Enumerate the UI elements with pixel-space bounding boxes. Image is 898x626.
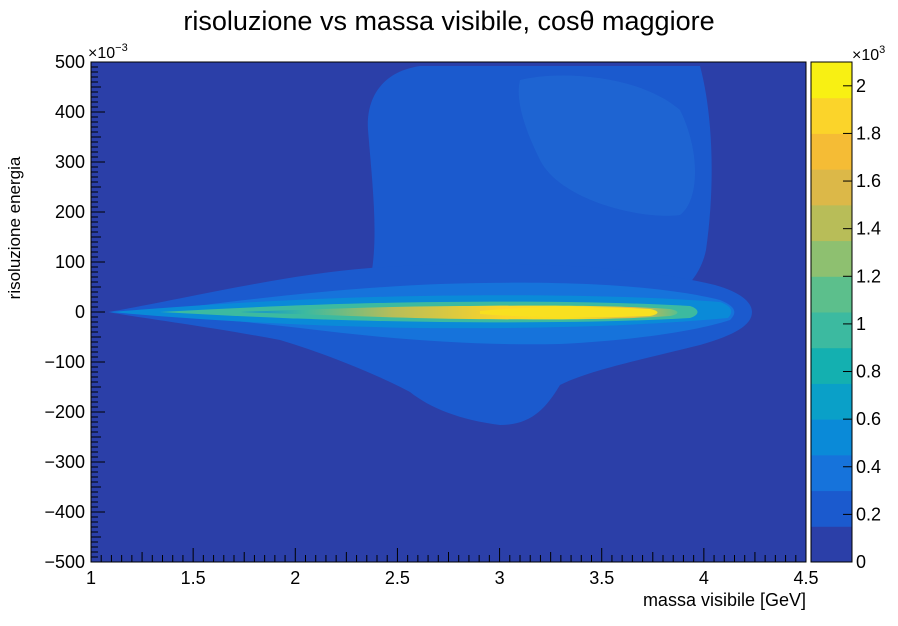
z-tick-label: 1.8 bbox=[856, 123, 881, 143]
color-scale-band bbox=[811, 312, 852, 349]
z-tick-label: 0 bbox=[856, 552, 866, 572]
y-tick-label: −300 bbox=[44, 452, 85, 472]
y-tick-label: 500 bbox=[55, 52, 85, 72]
z-axis-exponent: ×103 bbox=[852, 44, 885, 64]
y-tick-label: 100 bbox=[55, 252, 85, 272]
z-tick-label: 1.6 bbox=[856, 171, 881, 191]
color-scale-bar bbox=[810, 61, 853, 563]
z-tick-label: 0.2 bbox=[856, 504, 881, 524]
y-tick-label: −100 bbox=[44, 352, 85, 372]
y-tick-label: −400 bbox=[44, 502, 85, 522]
heatmap-layer bbox=[108, 66, 752, 425]
color-scale-band bbox=[811, 133, 852, 170]
color-scale-band bbox=[811, 62, 852, 99]
y-axis: −500 −400 −300 −200 −100 0 100 200 300 400 500 bbox=[44, 52, 105, 572]
z-axis: 0 0.2 0.4 0.6 0.8 1 1.2 1.4 1.6 1.8 2 bbox=[843, 76, 881, 572]
color-scale-border bbox=[810, 61, 853, 563]
y-axis-exponent-power: −3 bbox=[115, 42, 128, 54]
color-scale-band bbox=[811, 454, 852, 492]
z-tick-label: 0.8 bbox=[856, 362, 881, 382]
y-tick-label: 200 bbox=[55, 202, 85, 222]
y-tick-label: −500 bbox=[44, 552, 85, 572]
z-axis-exponent-base: ×10 bbox=[852, 47, 879, 64]
y-axis-label: risoluzione energia bbox=[5, 156, 24, 299]
x-tick-label: 4.5 bbox=[793, 568, 818, 588]
x-tick-label: 1.5 bbox=[181, 568, 206, 588]
z-tick-label: 0.4 bbox=[856, 457, 881, 477]
color-scale-band bbox=[811, 490, 852, 527]
x-axis-label: massa visibile [GeV] bbox=[643, 590, 806, 610]
core-band-peak bbox=[480, 306, 658, 318]
z-tick-label: 0.6 bbox=[856, 409, 881, 429]
color-scale-band bbox=[811, 169, 852, 206]
color-scale-band bbox=[811, 419, 852, 456]
color-scale-band bbox=[811, 240, 852, 277]
x-tick-label: 3.5 bbox=[589, 568, 614, 588]
color-scale-band bbox=[811, 526, 852, 563]
color-scale-band bbox=[811, 97, 852, 134]
z-tick-label: 1 bbox=[856, 314, 866, 334]
y-tick-label: 400 bbox=[55, 102, 85, 122]
z-tick-label: 1.2 bbox=[856, 266, 881, 286]
y-tick-label: 0 bbox=[75, 302, 85, 322]
y-tick-label: −200 bbox=[44, 402, 85, 422]
color-scale-band bbox=[811, 347, 852, 384]
color-scale-band bbox=[811, 383, 852, 420]
x-tick-label: 1 bbox=[86, 568, 96, 588]
upper-lobe-inner bbox=[518, 75, 695, 216]
x-tick-label: 2 bbox=[290, 568, 300, 588]
x-tick-label: 4 bbox=[699, 568, 709, 588]
x-tick-label: 3 bbox=[495, 568, 505, 588]
z-axis-exponent-power: 3 bbox=[879, 44, 885, 56]
y-axis-exponent-base: ×10 bbox=[88, 45, 115, 62]
y-tick-label: 300 bbox=[55, 152, 85, 172]
color-scale-band bbox=[811, 204, 852, 242]
z-tick-label: 2 bbox=[856, 76, 866, 96]
color-scale-band bbox=[811, 276, 852, 313]
x-axis: 1 1.5 2 2.5 3 3.5 4 4.5 bbox=[86, 548, 819, 588]
z-tick-label: 1.4 bbox=[856, 219, 881, 239]
chart-title: risoluzione vs massa visibile, cosθ magg… bbox=[183, 6, 714, 36]
x-tick-label: 2.5 bbox=[385, 568, 410, 588]
y-axis-exponent: ×10−3 bbox=[88, 42, 128, 62]
